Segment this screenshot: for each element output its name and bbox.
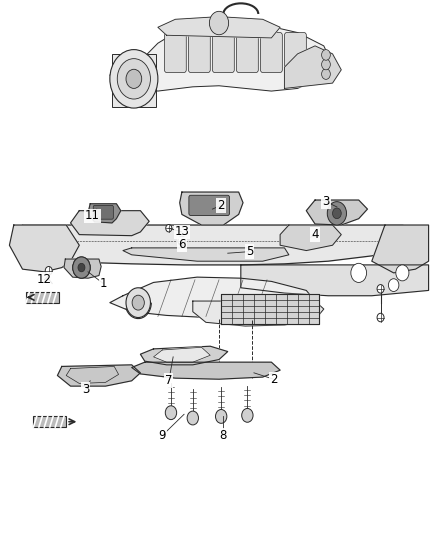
Polygon shape xyxy=(158,17,280,38)
Bar xyxy=(26,292,59,303)
Polygon shape xyxy=(88,204,121,223)
Bar xyxy=(112,54,155,107)
Circle shape xyxy=(389,279,399,292)
Circle shape xyxy=(132,295,145,310)
Polygon shape xyxy=(110,22,332,91)
Circle shape xyxy=(321,50,330,60)
Polygon shape xyxy=(64,259,101,278)
Circle shape xyxy=(166,224,172,232)
FancyBboxPatch shape xyxy=(261,33,283,72)
Polygon shape xyxy=(306,200,367,225)
Text: 3: 3 xyxy=(322,195,330,208)
Polygon shape xyxy=(280,225,341,251)
FancyBboxPatch shape xyxy=(237,33,258,72)
Circle shape xyxy=(377,285,384,293)
Circle shape xyxy=(215,409,227,423)
Text: 7: 7 xyxy=(165,374,173,387)
Polygon shape xyxy=(153,348,210,362)
Polygon shape xyxy=(221,294,319,324)
Circle shape xyxy=(332,208,341,219)
Polygon shape xyxy=(180,192,243,225)
Circle shape xyxy=(78,263,85,272)
Circle shape xyxy=(126,69,142,88)
Circle shape xyxy=(187,411,198,425)
Text: 12: 12 xyxy=(37,273,52,286)
Circle shape xyxy=(321,69,330,79)
Polygon shape xyxy=(14,225,420,265)
FancyBboxPatch shape xyxy=(93,205,113,219)
Circle shape xyxy=(117,59,150,99)
Polygon shape xyxy=(71,211,149,236)
FancyBboxPatch shape xyxy=(212,33,234,72)
Circle shape xyxy=(327,201,346,225)
Polygon shape xyxy=(285,46,341,88)
Circle shape xyxy=(126,288,150,318)
Circle shape xyxy=(242,408,253,422)
Text: 8: 8 xyxy=(220,429,227,442)
Circle shape xyxy=(351,263,367,282)
Polygon shape xyxy=(57,365,141,386)
Text: 5: 5 xyxy=(246,245,253,258)
Text: 1: 1 xyxy=(99,277,107,290)
Circle shape xyxy=(110,50,158,108)
Circle shape xyxy=(78,263,85,272)
Circle shape xyxy=(377,313,384,322)
Polygon shape xyxy=(193,301,324,326)
FancyBboxPatch shape xyxy=(188,33,210,72)
Circle shape xyxy=(209,11,229,35)
Polygon shape xyxy=(132,362,280,379)
Text: 11: 11 xyxy=(85,209,100,222)
Circle shape xyxy=(178,236,186,246)
Polygon shape xyxy=(110,277,315,319)
Circle shape xyxy=(45,266,52,275)
Polygon shape xyxy=(372,225,428,273)
Text: 4: 4 xyxy=(311,228,319,241)
FancyBboxPatch shape xyxy=(189,195,230,215)
Text: 3: 3 xyxy=(82,383,89,397)
Text: 2: 2 xyxy=(217,199,225,212)
Circle shape xyxy=(321,59,330,70)
Text: 13: 13 xyxy=(174,225,189,238)
Text: 2: 2 xyxy=(270,373,277,386)
FancyBboxPatch shape xyxy=(285,33,306,72)
Circle shape xyxy=(73,257,90,278)
Polygon shape xyxy=(123,248,289,261)
Circle shape xyxy=(165,406,177,419)
FancyBboxPatch shape xyxy=(164,33,186,72)
Polygon shape xyxy=(141,346,228,365)
Polygon shape xyxy=(10,225,79,272)
Circle shape xyxy=(396,265,409,281)
Bar xyxy=(33,416,66,427)
Text: 6: 6 xyxy=(178,238,186,251)
Text: 9: 9 xyxy=(159,429,166,442)
Polygon shape xyxy=(241,265,428,296)
Circle shape xyxy=(73,257,90,278)
